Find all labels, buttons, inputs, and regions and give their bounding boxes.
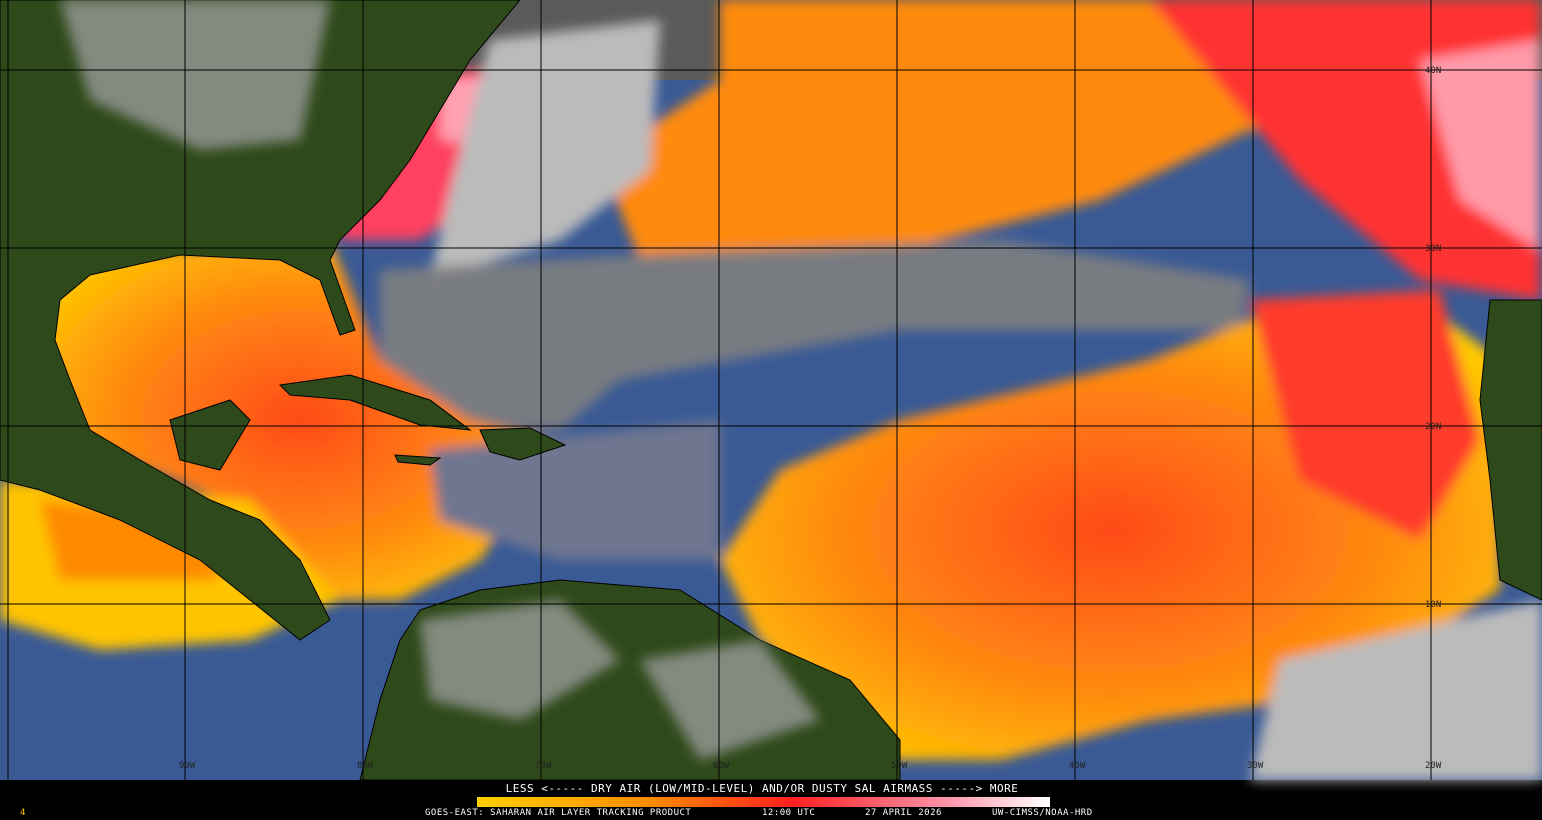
imagery: 90W 80W 70W 60W 50W 40W 30W 20W 40N 30N 20N 10N xyxy=(0,0,1542,781)
lat-label: 10N xyxy=(1425,600,1441,610)
lon-label: 60W xyxy=(713,761,730,771)
lon-label: 90W xyxy=(179,761,196,771)
frame-index: 4 xyxy=(20,808,26,818)
lon-label: 30W xyxy=(1247,761,1264,771)
product-name: GOES-EAST: SAHARAN AIR LAYER TRACKING PR… xyxy=(425,808,691,818)
lat-label: 20N xyxy=(1425,422,1441,432)
date: 27 APRIL 2026 xyxy=(865,808,942,818)
footer: 4 GOES-EAST: SAHARAN AIR LAYER TRACKING … xyxy=(20,808,1093,818)
lat-label: 30N xyxy=(1425,244,1441,254)
legend-caption: LESS <----- DRY AIR (LOW/MID-LEVEL) AND/… xyxy=(506,782,1019,795)
clouds xyxy=(60,0,820,760)
airmass xyxy=(0,0,1542,780)
color-scale xyxy=(477,797,1050,807)
credit: UW-CIMSS/NOAA-HRD xyxy=(992,808,1093,818)
time: 12:00 UTC xyxy=(762,808,815,818)
lon-label: 50W xyxy=(891,761,908,771)
legend: LESS <----- DRY AIR (LOW/MID-LEVEL) AND/… xyxy=(477,782,1050,807)
lat-label: 40N xyxy=(1425,66,1441,76)
lon-label: 20W xyxy=(1425,761,1442,771)
lon-label: 70W xyxy=(535,761,552,771)
lon-label: 80W xyxy=(357,761,374,771)
lat-lon-grid: 90W 80W 70W 60W 50W 40W 30W 20W 40N 30N 20N 10N xyxy=(0,0,1542,780)
lon-label: 40W xyxy=(1069,761,1086,771)
